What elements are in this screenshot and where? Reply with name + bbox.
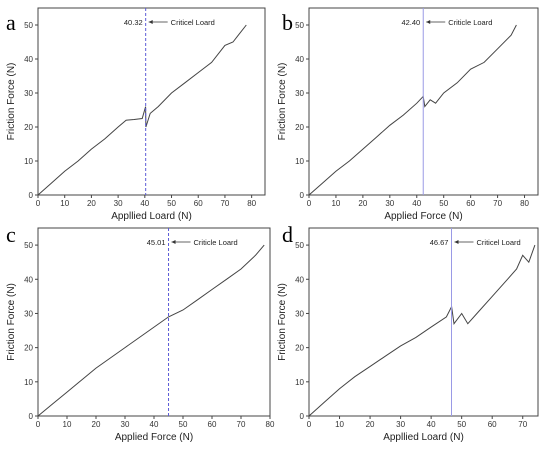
y-tick-label: 40: [295, 55, 304, 64]
x-tick-label: 20: [366, 420, 375, 429]
x-tick-label: 20: [87, 199, 96, 208]
friction-force-line: [37, 244, 265, 417]
y-tick-label: 10: [24, 157, 33, 166]
friction-force-line: [37, 24, 247, 196]
y-axis-label: Friction Force (N): [277, 63, 288, 141]
x-tick-label: 60: [194, 199, 203, 208]
friction-force-line: [308, 244, 536, 417]
y-tick-label: 0: [29, 412, 34, 421]
y-tick-label: 50: [295, 21, 304, 30]
x-tick-label: 50: [457, 420, 466, 429]
x-axis-label: Appllied Loard (N): [383, 432, 464, 443]
x-tick-label: 20: [358, 199, 367, 208]
critical-load-value: 42.40: [401, 18, 420, 27]
x-tick-label: 20: [92, 420, 101, 429]
x-tick-label: 10: [331, 199, 340, 208]
x-tick-label: 60: [466, 199, 475, 208]
x-tick-label: 70: [493, 199, 502, 208]
y-tick-label: 50: [24, 241, 33, 250]
panel-letter: d: [282, 222, 293, 247]
y-tick-label: 20: [295, 344, 304, 353]
critical-load-label: Criticle Loard: [448, 18, 492, 27]
y-tick-label: 0: [300, 191, 305, 200]
x-tick-label: 30: [396, 420, 405, 429]
x-tick-label: 70: [220, 199, 229, 208]
x-tick-label: 10: [335, 420, 344, 429]
critical-load-label: Criticel Loard: [476, 238, 520, 247]
chart-panel-a: a 0 10 20 30 40 50 60 70 80 0 10 20 30 40 50 Appllied Lo…: [6, 7, 266, 222]
x-tick-label: 80: [247, 199, 256, 208]
critical-load-value: 46.67: [430, 238, 449, 247]
x-tick-label: 70: [237, 420, 246, 429]
y-tick-label: 30: [24, 89, 33, 98]
arrow-head-icon: [454, 240, 459, 244]
arrow-head-icon: [426, 20, 431, 24]
x-tick-label: 30: [121, 420, 130, 429]
y-tick-label: 50: [24, 21, 33, 30]
y-tick-label: 50: [295, 241, 304, 250]
y-tick-label: 10: [295, 378, 304, 387]
panel-letter: c: [6, 222, 16, 247]
critical-load-value: 45.01: [147, 238, 166, 247]
x-tick-label: 10: [60, 199, 69, 208]
x-tick-label: 10: [63, 420, 72, 429]
x-axis-label: Appllied Loard (N): [111, 211, 192, 222]
x-tick-label: 40: [140, 199, 149, 208]
critical-load-value: 40.32: [124, 18, 143, 27]
plot-frame: [37, 7, 266, 196]
x-tick-label: 30: [385, 199, 394, 208]
x-tick-label: 40: [150, 420, 159, 429]
y-tick-label: 40: [24, 275, 33, 284]
x-axis-label: Applied Force (N): [384, 211, 462, 222]
arrow-head-icon: [148, 20, 153, 24]
x-tick-label: 0: [307, 199, 312, 208]
y-tick-label: 20: [24, 344, 33, 353]
y-tick-label: 20: [295, 123, 304, 132]
x-tick-label: 80: [520, 199, 529, 208]
y-tick-label: 10: [295, 157, 304, 166]
y-tick-label: 40: [24, 55, 33, 64]
x-tick-label: 0: [36, 199, 41, 208]
panel-letter: b: [282, 10, 293, 35]
chart-panel-b: b 0 10 20 30 40 50 60 70 80 0 10 20 30 40 50 Applied For…: [277, 7, 539, 222]
x-tick-label: 70: [518, 420, 527, 429]
y-axis-label: Friction Force (N): [277, 283, 288, 361]
friction-force-line: [308, 24, 517, 196]
x-tick-label: 60: [208, 420, 217, 429]
x-tick-label: 0: [307, 420, 312, 429]
x-axis-label: Applied Force (N): [115, 432, 193, 443]
y-tick-label: 0: [300, 412, 305, 421]
x-tick-label: 50: [167, 199, 176, 208]
y-axis-label: Friction Force (N): [6, 63, 17, 141]
x-tick-label: 60: [488, 420, 497, 429]
x-tick-label: 50: [439, 199, 448, 208]
x-tick-label: 80: [266, 420, 275, 429]
y-axis-label: Friction Force (N): [6, 283, 17, 361]
critical-load-label: Criticel Loard: [171, 18, 215, 27]
y-tick-label: 30: [295, 309, 304, 318]
y-tick-label: 30: [295, 89, 304, 98]
y-tick-label: 10: [24, 378, 33, 387]
x-tick-label: 0: [36, 420, 41, 429]
arrow-head-icon: [171, 240, 176, 244]
plot-frame: [308, 227, 539, 417]
critical-load-label: Criticle Loard: [194, 238, 238, 247]
y-tick-label: 0: [29, 191, 34, 200]
chart-panel-d: d 0 10 20 30 40 50 60 70 0 10 20 30 40 50 Appllied Loar…: [277, 222, 539, 443]
y-tick-label: 30: [24, 309, 33, 318]
x-tick-label: 40: [412, 199, 421, 208]
panel-letter: a: [6, 10, 16, 35]
x-tick-label: 40: [427, 420, 436, 429]
y-tick-label: 20: [24, 123, 33, 132]
chart-panel-c: c 0 10 20 30 40 50 60 70 80 0 10 20 30 40 50 Applied For…: [6, 222, 275, 443]
x-tick-label: 50: [179, 420, 188, 429]
x-tick-label: 30: [114, 199, 123, 208]
y-tick-label: 40: [295, 275, 304, 284]
